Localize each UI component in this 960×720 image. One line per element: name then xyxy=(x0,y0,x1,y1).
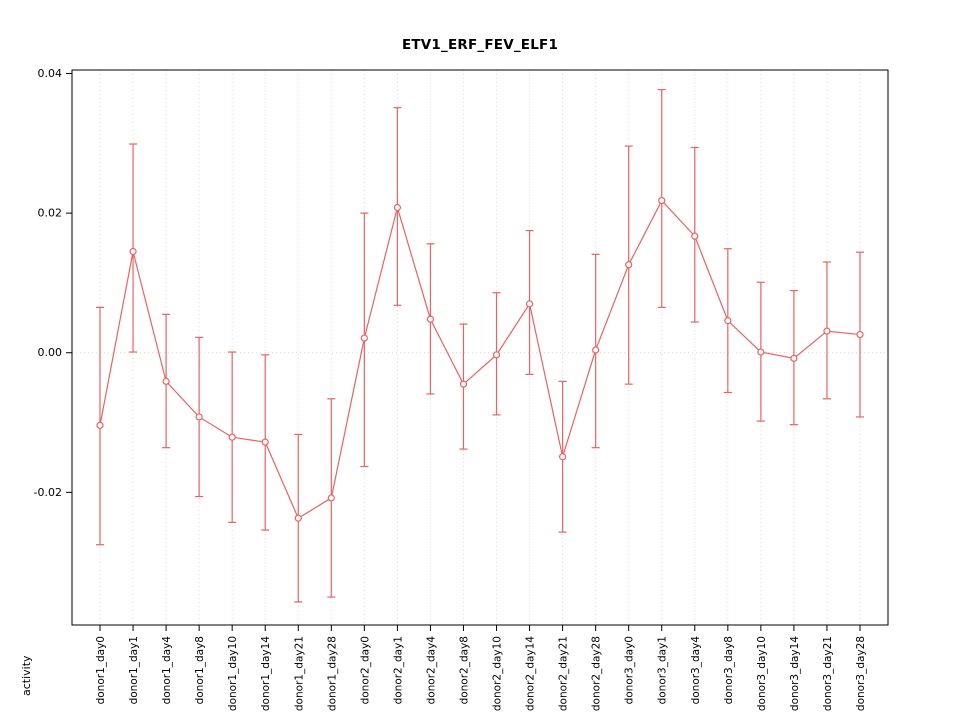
x-tick-label: donor3_day8 xyxy=(723,636,735,704)
x-tick-label: donor1_day14 xyxy=(260,636,272,711)
series-line xyxy=(99,199,861,520)
x-tick-label: donor1_day4 xyxy=(161,636,173,705)
x-tick-label: donor1_day28 xyxy=(326,636,338,711)
data-point xyxy=(294,514,302,522)
x-tick-label: donor2_day0 xyxy=(359,636,371,704)
x-tick-label: donor3_day10 xyxy=(756,636,768,711)
x-tick-label: donor1_day10 xyxy=(227,636,239,711)
data-point xyxy=(592,346,600,354)
x-tick-label: donor3_day21 xyxy=(822,636,834,711)
data-point xyxy=(162,377,170,385)
data-point xyxy=(525,300,534,308)
data-point xyxy=(757,348,765,356)
data-point xyxy=(195,413,203,421)
data-point xyxy=(492,351,501,359)
y-tick-label: 0.04 xyxy=(38,67,63,80)
x-tick-label: donor2_day10 xyxy=(492,636,504,711)
data-point xyxy=(426,315,435,323)
data-point xyxy=(658,196,666,205)
x-tick-label: donor1_day0 xyxy=(95,636,107,704)
data-point xyxy=(459,380,468,388)
y-tick-label: 0.02 xyxy=(38,207,63,220)
x-tick-label: donor1_day21 xyxy=(293,636,305,711)
x-tick-label: donor2_day28 xyxy=(591,636,603,711)
x-tick-label: donor2_day8 xyxy=(458,636,470,704)
x-tick-label: donor1_day1 xyxy=(128,636,140,704)
data-point xyxy=(691,232,699,240)
x-tick-label: donor2_day21 xyxy=(558,636,570,711)
data-point xyxy=(360,334,368,342)
plot-border xyxy=(71,69,889,626)
data-point xyxy=(96,421,104,429)
data-point xyxy=(129,247,137,256)
x-tick-label: donor2_day14 xyxy=(525,636,537,711)
chart-title: ETV1_ERF_FEV_ELF1 xyxy=(401,37,559,53)
data-point xyxy=(327,494,335,502)
data-point xyxy=(559,453,567,461)
data-point xyxy=(724,317,732,325)
x-tick-label: donor2_day4 xyxy=(425,636,437,705)
x-tick-label: donor3_day4 xyxy=(690,636,702,705)
data-point xyxy=(625,261,633,269)
data-point xyxy=(393,203,401,212)
x-tick-label: donor2_day1 xyxy=(392,636,404,704)
data-point xyxy=(823,327,831,335)
y-tick-label: 0.00 xyxy=(38,346,63,359)
data-point xyxy=(790,354,798,362)
x-tick-label: donor3_day1 xyxy=(657,636,669,704)
x-tick-label: donor3_day0 xyxy=(624,636,636,704)
x-tick-label: donor3_day14 xyxy=(789,636,801,711)
x-tick-label: donor1_day8 xyxy=(194,636,206,704)
data-point xyxy=(228,433,236,441)
y-tick-label: -0.02 xyxy=(34,486,62,499)
data-point xyxy=(856,330,864,339)
x-tick-label: donor3_day28 xyxy=(855,636,867,711)
data-point xyxy=(261,438,269,446)
